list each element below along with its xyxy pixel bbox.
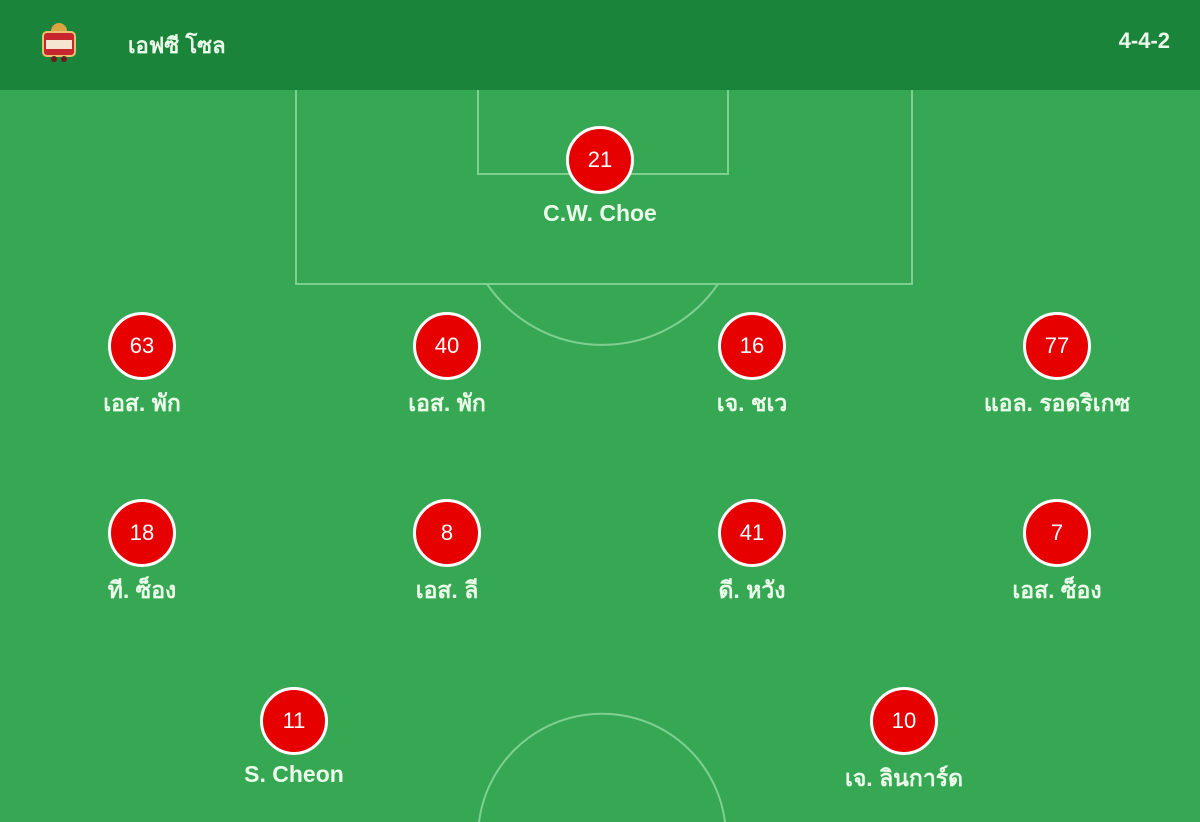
player-number: 16 [718, 312, 786, 380]
player-10[interactable]: 10 เจ. ลินการ์ด [784, 687, 1024, 797]
player-40[interactable]: 40 เอส. พัก [327, 312, 567, 422]
player-number: 11 [260, 687, 328, 755]
player-41[interactable]: 41 ดี. หวัง [632, 499, 872, 609]
player-name: เอส. ซ็อง [1012, 577, 1102, 603]
player-name: ดี. หวัง [718, 577, 786, 603]
lineup-header: เอฟซี โซล 4-4-2 [0, 0, 1200, 90]
player-7[interactable]: 7 เอส. ซ็อง [937, 499, 1177, 609]
team-name: เอฟซี โซล [128, 33, 226, 58]
player-8[interactable]: 8 เอส. ลี [327, 499, 567, 609]
player-number: 40 [413, 312, 481, 380]
player-number: 41 [718, 499, 786, 567]
player-18[interactable]: 18 ที. ซ็อง [22, 499, 262, 609]
team-crest-icon [42, 23, 76, 62]
player-name: เอส. ลี [415, 577, 479, 603]
player-21[interactable]: 21 C.W. Choe [480, 126, 720, 227]
player-name: ที. ซ็อง [107, 577, 177, 603]
player-number: 18 [108, 499, 176, 567]
player-number: 7 [1023, 499, 1091, 567]
penalty-arc [486, 283, 719, 346]
player-name: เอส. พัก [408, 390, 486, 416]
player-77[interactable]: 77 แอล. รอดริเกซ [937, 312, 1177, 422]
player-name: S. Cheon [244, 761, 344, 787]
player-name: เจ. ลินการ์ด [844, 765, 964, 791]
player-16[interactable]: 16 เจ. ชเว [632, 312, 872, 422]
player-number: 8 [413, 499, 481, 567]
player-name: แอล. รอดริเกซ [983, 390, 1131, 416]
player-number: 10 [870, 687, 938, 755]
player-number: 63 [108, 312, 176, 380]
pitch: 21 C.W. Choe 63 เอส. พัก 40 เอส. พัก 16 เจ. ชเว… [0, 90, 1200, 822]
player-name: เจ. ชเว [716, 390, 788, 416]
penalty-box [295, 90, 913, 285]
player-number: 21 [566, 126, 634, 194]
player-name: เอส. พัก [103, 390, 181, 416]
player-63[interactable]: 63 เอส. พัก [22, 312, 262, 422]
player-number: 77 [1023, 312, 1091, 380]
formation-label: 4-4-2 [1118, 28, 1170, 53]
player-11[interactable]: 11 S. Cheon [174, 687, 414, 788]
player-name: C.W. Choe [543, 200, 657, 226]
center-circle [478, 712, 726, 822]
